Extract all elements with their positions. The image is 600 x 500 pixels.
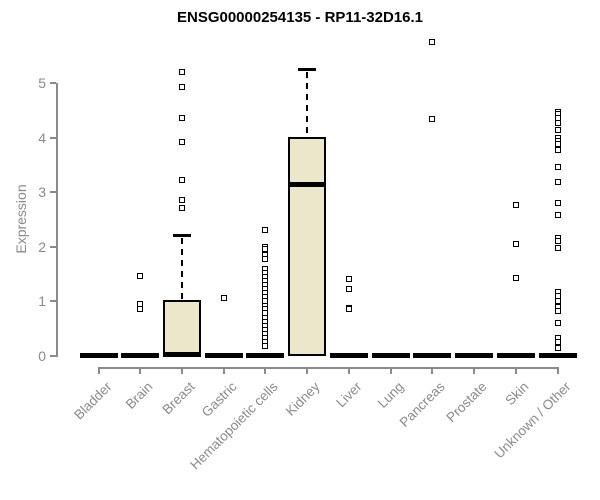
x-tick (514, 367, 517, 374)
outlier-point (345, 275, 352, 282)
outlier-point (179, 205, 186, 212)
outlier-point (554, 120, 561, 127)
x-tick (556, 367, 559, 374)
y-tick (50, 136, 56, 139)
outlier-point (554, 339, 561, 346)
outlier-point (262, 342, 269, 349)
x-tick (97, 367, 100, 374)
median-line (121, 353, 160, 359)
median-line (163, 351, 202, 357)
x-tick (389, 367, 392, 374)
x-tick (431, 367, 434, 374)
outlier-point (179, 115, 186, 122)
outlier-point (179, 196, 186, 203)
median-line (496, 353, 535, 359)
outlier-point (429, 116, 436, 123)
y-tick-label: 0 (38, 347, 46, 364)
outlier-point (179, 176, 186, 183)
y-tick-label: 4 (38, 129, 46, 146)
median-line (413, 353, 452, 359)
outlier-point (554, 308, 561, 315)
y-tick-label: 5 (38, 75, 46, 92)
median-line (329, 353, 368, 359)
outlier-point (345, 285, 352, 292)
outlier-point (220, 294, 227, 301)
median-line (371, 353, 410, 359)
y-tick (50, 245, 56, 248)
outlier-point (137, 305, 144, 312)
x-tick (347, 367, 350, 374)
whisker-line (306, 71, 309, 137)
outlier-point (262, 227, 269, 234)
outlier-point (554, 320, 561, 327)
x-tick (264, 367, 267, 374)
whisker-line (181, 237, 184, 301)
outlier-point (554, 238, 561, 245)
y-tick (50, 82, 56, 85)
y-tick (50, 300, 56, 303)
y-axis-line (56, 83, 58, 357)
median-line (455, 353, 494, 359)
outlier-point (554, 178, 561, 185)
median-line (79, 353, 118, 359)
y-tick-label: 1 (38, 293, 46, 310)
outlier-point (554, 163, 561, 170)
outlier-point (179, 84, 186, 91)
outlier-point (554, 244, 561, 251)
outlier-point (179, 139, 186, 146)
y-tick (50, 354, 56, 357)
outlier-point (554, 345, 561, 352)
median-line (204, 353, 243, 359)
y-tick-label: 2 (38, 238, 46, 255)
outlier-point (554, 212, 561, 219)
x-axis-line (98, 367, 559, 369)
median-line (246, 353, 285, 359)
outlier-point (554, 127, 561, 134)
outlier-point (512, 274, 519, 281)
x-tick (473, 367, 476, 374)
outlier-point (262, 255, 269, 262)
x-tick (306, 367, 309, 374)
outlier-point (554, 200, 561, 207)
box (163, 300, 202, 356)
outlier-point (137, 273, 144, 280)
x-tick (181, 367, 184, 374)
box (288, 136, 327, 356)
x-tick (139, 367, 142, 374)
outlier-point (512, 201, 519, 208)
whisker-cap (298, 67, 317, 71)
chart-title: ENSG00000254135 - RP11-32D16.1 (176, 9, 423, 26)
outlier-point (554, 147, 561, 154)
median-line (538, 353, 577, 359)
y-tick (50, 191, 56, 194)
outlier-point (345, 306, 352, 313)
y-tick-label: 3 (38, 184, 46, 201)
outlier-point (179, 68, 186, 75)
median-line (288, 181, 327, 187)
whisker-cap (173, 233, 192, 237)
outlier-point (429, 39, 436, 46)
x-tick (222, 367, 225, 374)
outlier-point (512, 241, 519, 248)
